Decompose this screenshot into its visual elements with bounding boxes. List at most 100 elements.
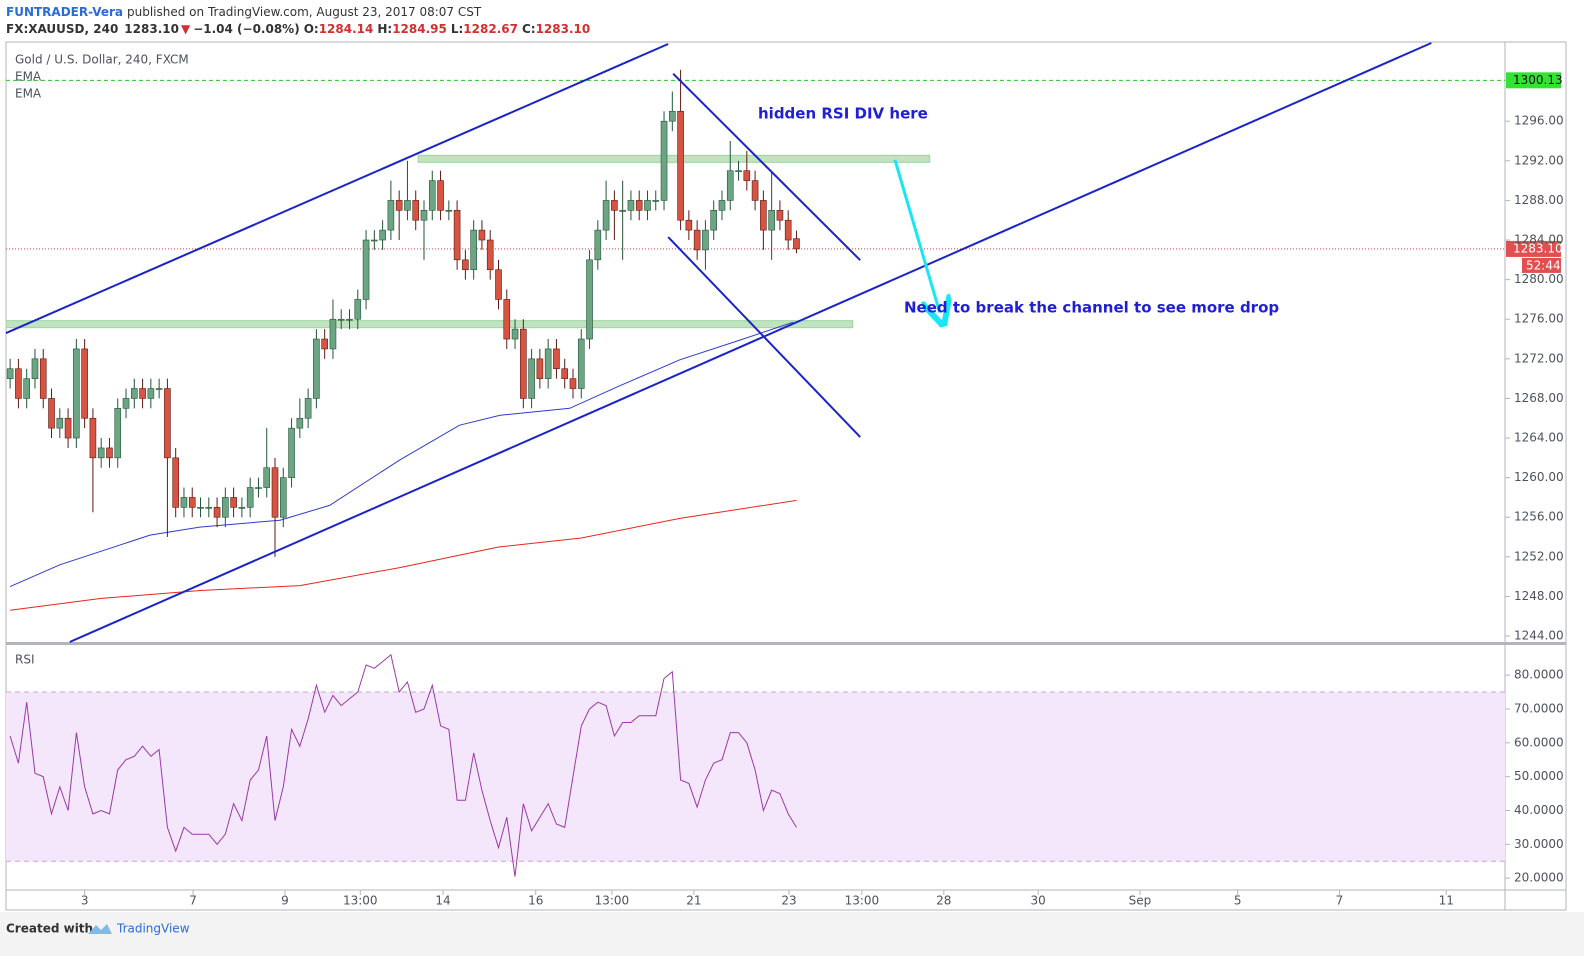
x-tick-label: 5 [1234,894,1242,908]
candle-body [313,338,320,399]
candle-body [164,388,171,459]
trendline [667,236,861,438]
candle-body [329,318,337,350]
candle-body [304,398,312,419]
c-label: C: [522,22,536,36]
y-tick-label: 1268.00 [1514,391,1564,405]
candle-body [478,229,486,241]
y-tick-label: 1260.00 [1514,470,1564,484]
candle-body [362,239,370,300]
rsi-label: RSI [15,653,35,667]
y-tick-label: 50.0000 [1514,769,1564,783]
change: −1.04 (−0.08%) [193,22,300,36]
footer-bg [0,912,1584,956]
candle-body [660,120,668,201]
candle-body [130,388,138,399]
candle-body [677,111,684,221]
candle-body [48,398,55,429]
candle-body [56,417,64,429]
y-tick-label: 1288.00 [1514,193,1564,207]
author: FUNTRADER-Vera [6,5,123,19]
candle-body [751,180,759,201]
candle-body [760,200,767,231]
o-label: O: [304,22,319,36]
footer-brand: TradingView [116,922,190,936]
x-tick-label: 21 [686,894,701,908]
candle-body [437,180,444,211]
candle-body [222,497,229,518]
x-tick-label: 7 [189,894,197,908]
high-label-bg [1506,72,1561,89]
candle-body [172,457,179,508]
candle-body [73,348,80,439]
symbol-line: FX:XAUUSD, 240 1283.10 ▼ −1.04 (−0.08%) O:12… [6,22,590,36]
candle-body [544,348,552,379]
l-label: L: [451,22,463,36]
candle-body [627,200,635,211]
published: published on TradingView.com, August 23,… [127,5,482,19]
candle-body [470,229,477,271]
y-tick-label: 1256.00 [1514,510,1564,524]
y-tick-label: 1264.00 [1514,431,1564,445]
annotation: Need to break the channel to see more dr… [904,299,1279,317]
y-tick-label: 1252.00 [1514,549,1564,563]
y-tick-label: 1248.00 [1514,589,1564,603]
candle-body [462,259,469,271]
c-value: 1283.10 [536,22,591,36]
candle-body [569,378,577,389]
candle-body [81,348,88,419]
candle-body [412,200,420,221]
candle-body [31,358,39,379]
legend-ema: EMA [15,70,42,84]
y-tick-label: 1284.00 [1514,233,1564,247]
candle-body [536,358,544,379]
plot: 1300.13 1283.10 52:44 1244.00 1248.00 1252.00… [5,42,1564,908]
candle-body [718,200,726,211]
h-label: H: [377,22,392,36]
candle-body [337,318,345,321]
candle-body [395,200,403,211]
arrow [893,159,940,312]
y-tick-label: 60.0000 [1514,735,1564,749]
x-tick-label: 9 [281,894,289,908]
last: 1283.10 [124,22,179,36]
candle-body [230,497,237,508]
y-tick-label: 1276.00 [1514,312,1564,326]
x-tick-label: 30 [1031,894,1046,908]
candle-body [387,200,395,231]
x-tick-label: 16 [528,894,543,908]
last-label: 1283.10 [1513,241,1563,255]
candle-body [263,467,271,488]
x-tick-label: 13:00 [595,894,630,908]
h-value: 1284.95 [392,22,447,36]
candle-body [652,200,660,202]
candle-body [586,259,593,340]
candle-body [511,328,519,340]
high-label: 1300.13 [1513,73,1563,87]
y-tick-label: 70.0000 [1514,701,1564,715]
rsi-band [6,692,1505,862]
candle-body [89,417,97,459]
candle-body [561,368,569,379]
candle-body [354,299,362,320]
candle-body [296,417,304,429]
candle-body [321,338,328,350]
y-tick-label: 80.0000 [1514,668,1564,682]
y-tick-label: 1244.00 [1514,629,1564,643]
ema-line [10,499,797,611]
candle-body [288,427,295,478]
candle-body [155,388,163,390]
candle-body [577,338,585,389]
candle-body [685,219,693,231]
candle-body [238,507,246,509]
candle-body [271,467,279,518]
candle-body [404,200,411,211]
x-tick-label: 14 [435,894,450,908]
trendline [5,43,669,335]
candle-body [139,388,146,399]
candle-body [635,200,643,211]
frame [5,41,1567,911]
x-tick-label: 13:00 [343,894,378,908]
x-tick-label: Sep [1129,894,1152,908]
